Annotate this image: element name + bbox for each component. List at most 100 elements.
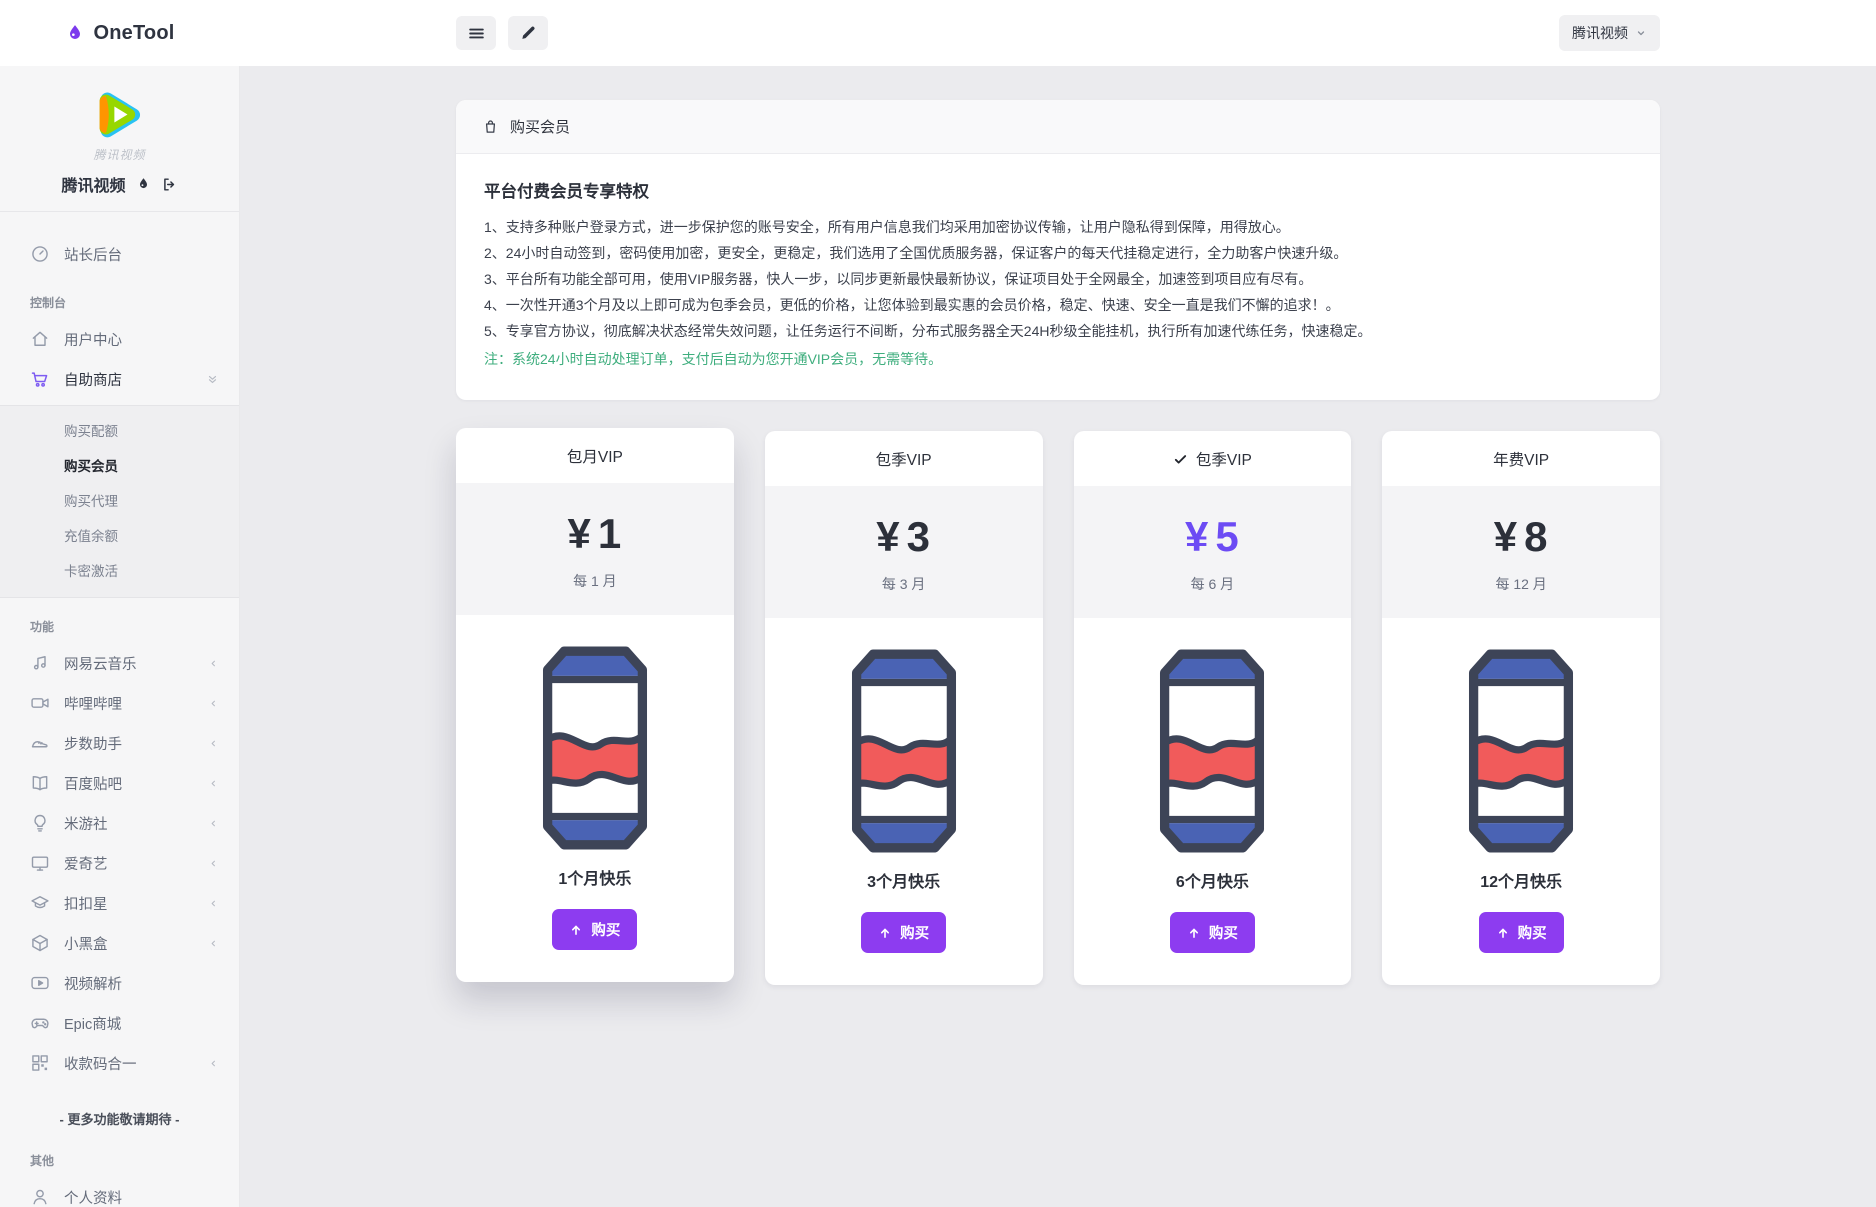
- plan-price: ¥3: [876, 513, 931, 560]
- chevron-left-icon: [208, 858, 219, 869]
- home-icon: [30, 329, 50, 349]
- plan-price: ¥5: [1185, 513, 1240, 560]
- submenu-item-card-activate[interactable]: 卡密激活: [64, 564, 118, 579]
- panel-title: 购买会员: [510, 119, 571, 136]
- sidebar-item-netease-music[interactable]: 网易云音乐: [0, 643, 239, 683]
- chevron-left-icon: [208, 738, 219, 749]
- perk-line-1: 1、支持多种账户登录方式，进一步保护您的账号安全，所有用户信息我们均采用加密协议…: [484, 219, 1290, 235]
- logout-icon[interactable]: [161, 176, 178, 193]
- sidebar-item-label: 步数助手: [64, 736, 122, 753]
- shopping-bag-icon: [482, 118, 499, 135]
- video-camera-icon: [30, 693, 50, 713]
- section-features: 功能: [30, 620, 55, 634]
- sidebar-item-payment-qr[interactable]: 收款码合一: [0, 1043, 239, 1083]
- sidebar-item-label: 自助商店: [64, 372, 122, 389]
- more-features-note: - 更多功能敬请期待 -: [59, 1112, 180, 1127]
- plan-title: 包月VIP: [566, 449, 623, 466]
- main-content: 购买会员 平台付费会员专享特权 1、支持多种账户登录方式，进一步保护您的账号安全…: [240, 66, 1876, 1207]
- sidebar-item-label: 视频解析: [64, 976, 122, 993]
- sidebar-item-label: 扣扣星: [64, 896, 108, 913]
- lightbulb-icon: [30, 813, 50, 833]
- menu-toggle-button[interactable]: [456, 16, 496, 50]
- sidebar-item-shop[interactable]: 自助商店: [0, 359, 239, 399]
- qr-code-icon: [30, 1053, 50, 1073]
- theme-brush-button[interactable]: [508, 16, 548, 50]
- brand-logo: OneTool: [0, 22, 240, 45]
- soda-can-illustration: [456, 645, 734, 851]
- sidebar: 腾讯视频 腾讯视频 站长后台 控制台 用户中心: [0, 66, 240, 1207]
- chevron-left-icon: [208, 1058, 219, 1069]
- play-video-icon: [30, 973, 50, 993]
- sidebar-item-baidu-tieba[interactable]: 百度贴吧: [0, 763, 239, 803]
- tencent-video-logo: [0, 84, 239, 144]
- topbar: OneTool 腾讯视频: [0, 0, 1876, 66]
- sidebar-item-label: 小黑盒: [64, 936, 108, 953]
- person-icon: [30, 1187, 50, 1207]
- sidebar-item-label: 网易云音乐: [64, 656, 137, 673]
- sidebar-item-xiaoheihe[interactable]: 小黑盒: [0, 923, 239, 963]
- brush-icon: [519, 24, 537, 42]
- submenu-item-buy-quota[interactable]: 购买配额: [64, 424, 118, 439]
- chevron-left-icon: [208, 778, 219, 789]
- check-icon: [1173, 452, 1188, 467]
- sidebar-item-iqiyi[interactable]: 爱奇艺: [0, 843, 239, 883]
- buy-button[interactable]: 购买: [861, 912, 947, 953]
- sidebar-item-label: 爱奇艺: [64, 856, 108, 873]
- sidebar-item-label: 收款码合一: [64, 1056, 137, 1073]
- monitor-icon: [30, 853, 50, 873]
- plan-card-yearly[interactable]: 年费VIP ¥8 每 12 月: [1382, 431, 1660, 985]
- box-icon: [30, 933, 50, 953]
- chevron-down-icon: [1635, 27, 1647, 39]
- sidebar-item-label: 个人资料: [64, 1190, 122, 1207]
- sidebar-item-koukouxing[interactable]: 扣扣星: [0, 883, 239, 923]
- section-console: 控制台: [30, 296, 67, 310]
- sidebar-item-bilibili[interactable]: 哔哩哔哩: [0, 683, 239, 723]
- buy-button[interactable]: 购买: [552, 909, 638, 950]
- plan-title: 包季VIP: [1195, 452, 1252, 469]
- graduation-cap-icon: [30, 893, 50, 913]
- soda-can-illustration: [765, 648, 1043, 854]
- tencent-video-watermark: 腾讯视频: [93, 148, 146, 162]
- buy-button[interactable]: 购买: [1478, 912, 1564, 953]
- arrow-up-icon: [1496, 926, 1510, 940]
- submenu-item-buy-membership[interactable]: 购买会员: [64, 459, 118, 474]
- chevron-left-icon: [208, 698, 219, 709]
- hot-drop-icon[interactable]: [136, 176, 151, 192]
- sidebar-item-user-center[interactable]: 用户中心: [0, 319, 239, 359]
- plan-card-monthly[interactable]: 包月VIP ¥1 每 1 月: [456, 428, 734, 982]
- chevron-left-icon: [208, 898, 219, 909]
- shoe-icon: [30, 733, 50, 753]
- perk-line-4: 4、一次性开通3个月及以上即可成为包季会员，更低的价格，让您体验到最实惠的会员价…: [484, 297, 1340, 313]
- arrow-up-icon: [878, 926, 892, 940]
- hamburger-icon: [467, 24, 486, 43]
- plan-description: 6个月快乐: [1175, 874, 1249, 891]
- drop-logo-icon: [65, 22, 85, 44]
- submenu-item-recharge[interactable]: 充值余额: [64, 529, 118, 544]
- sidebar-item-steps-helper[interactable]: 步数助手: [0, 723, 239, 763]
- service-dropdown-label: 腾讯视频: [1572, 25, 1628, 41]
- plan-period: 每 12 月: [1495, 576, 1547, 592]
- sidebar-item-epic-store[interactable]: Epic商城: [0, 1003, 239, 1043]
- soda-can-illustration: [1382, 648, 1660, 854]
- soda-can-illustration: [1074, 648, 1352, 854]
- plan-period: 每 1 月: [573, 573, 617, 589]
- plan-card-halfyear[interactable]: 包季VIP ¥5 每 6 月: [1073, 431, 1352, 985]
- sidebar-item-video-parse[interactable]: 视频解析: [0, 963, 239, 1003]
- plan-price: ¥8: [1493, 513, 1549, 560]
- music-note-icon: [30, 653, 50, 673]
- chevrons-down-icon: [206, 373, 219, 386]
- service-dropdown[interactable]: 腾讯视频: [1559, 15, 1660, 51]
- gauge-icon: [30, 244, 50, 264]
- perk-line-3: 3、平台所有功能全部可用，使用VIP服务器，快人一步，以同步更新最快最新协议，保…: [484, 271, 1313, 287]
- sidebar-item-label: Epic商城: [64, 1016, 122, 1033]
- sidebar-item-profile[interactable]: 个人资料: [0, 1177, 239, 1207]
- buy-button[interactable]: 购买: [1169, 912, 1255, 953]
- sidebar-item-miyoushe[interactable]: 米游社: [0, 803, 239, 843]
- arrow-up-icon: [1187, 926, 1201, 940]
- sidebar-item-admin[interactable]: 站长后台: [0, 234, 239, 274]
- membership-panel: 购买会员 平台付费会员专享特权 1、支持多种账户登录方式，进一步保护您的账号安全…: [456, 100, 1660, 400]
- plan-card-quarterly[interactable]: 包季VIP ¥3 每 3 月: [764, 431, 1043, 985]
- submenu-item-buy-agent[interactable]: 购买代理: [64, 494, 118, 509]
- sidebar-item-label: 站长后台: [64, 247, 122, 264]
- sidebar-item-label: 哔哩哔哩: [64, 696, 122, 713]
